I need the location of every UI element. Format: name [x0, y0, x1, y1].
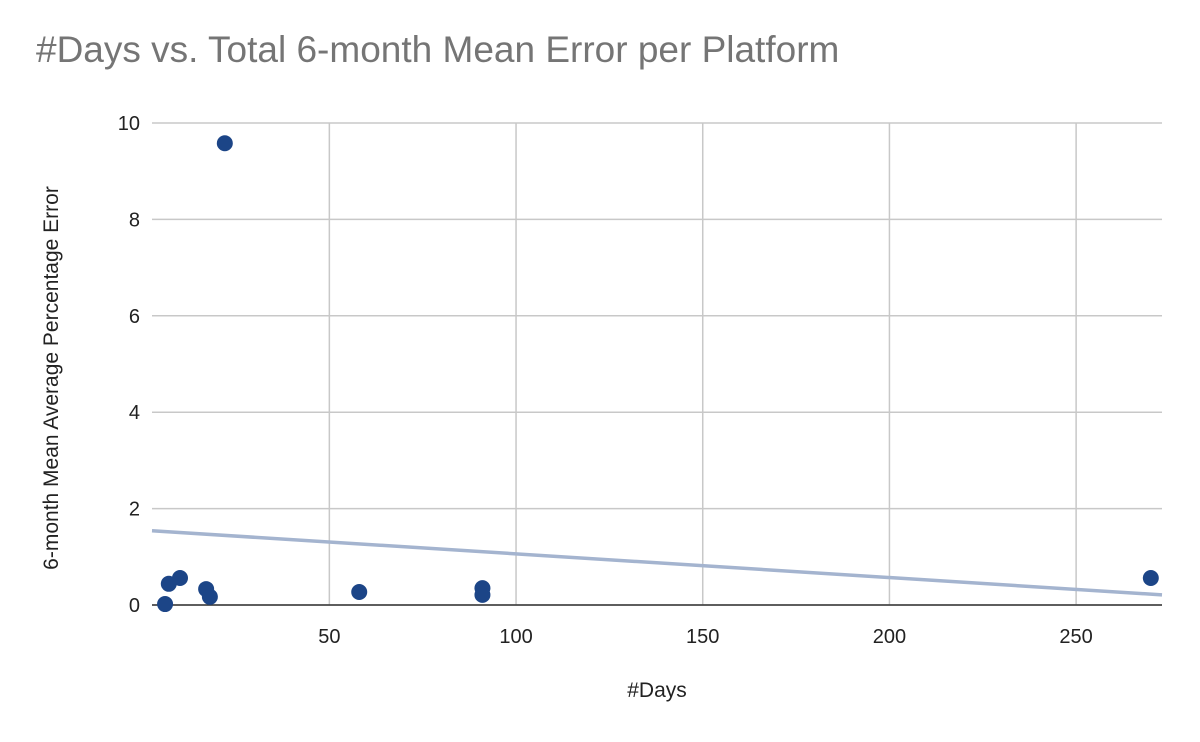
x-tick-label: 100: [499, 626, 532, 648]
y-axis-title: 6-month Mean Average Percentage Error: [40, 186, 63, 570]
x-tick-label: 200: [873, 626, 906, 648]
y-tick-label: 0: [129, 595, 140, 617]
y-tick-label: 10: [118, 113, 140, 135]
x-tick-label: 150: [686, 626, 719, 648]
trendline: [151, 529, 1163, 597]
x-axis-title: #Days: [627, 679, 687, 702]
y-tick-label: 4: [129, 402, 140, 424]
y-tick-label: 6: [129, 306, 140, 328]
data-point: [172, 570, 189, 587]
data-point: [216, 135, 233, 152]
chart-title: #Days vs. Total 6-month Mean Error per P…: [36, 29, 839, 70]
data-point: [157, 596, 174, 613]
data-point: [474, 586, 491, 603]
y-tick-label: 2: [129, 499, 140, 521]
x-tick-label: 250: [1059, 626, 1092, 648]
data-point: [351, 583, 368, 600]
data-point: [1142, 570, 1159, 587]
y-tick-label: 8: [129, 209, 140, 231]
x-tick-label: 50: [318, 626, 340, 648]
data-point: [201, 588, 218, 605]
